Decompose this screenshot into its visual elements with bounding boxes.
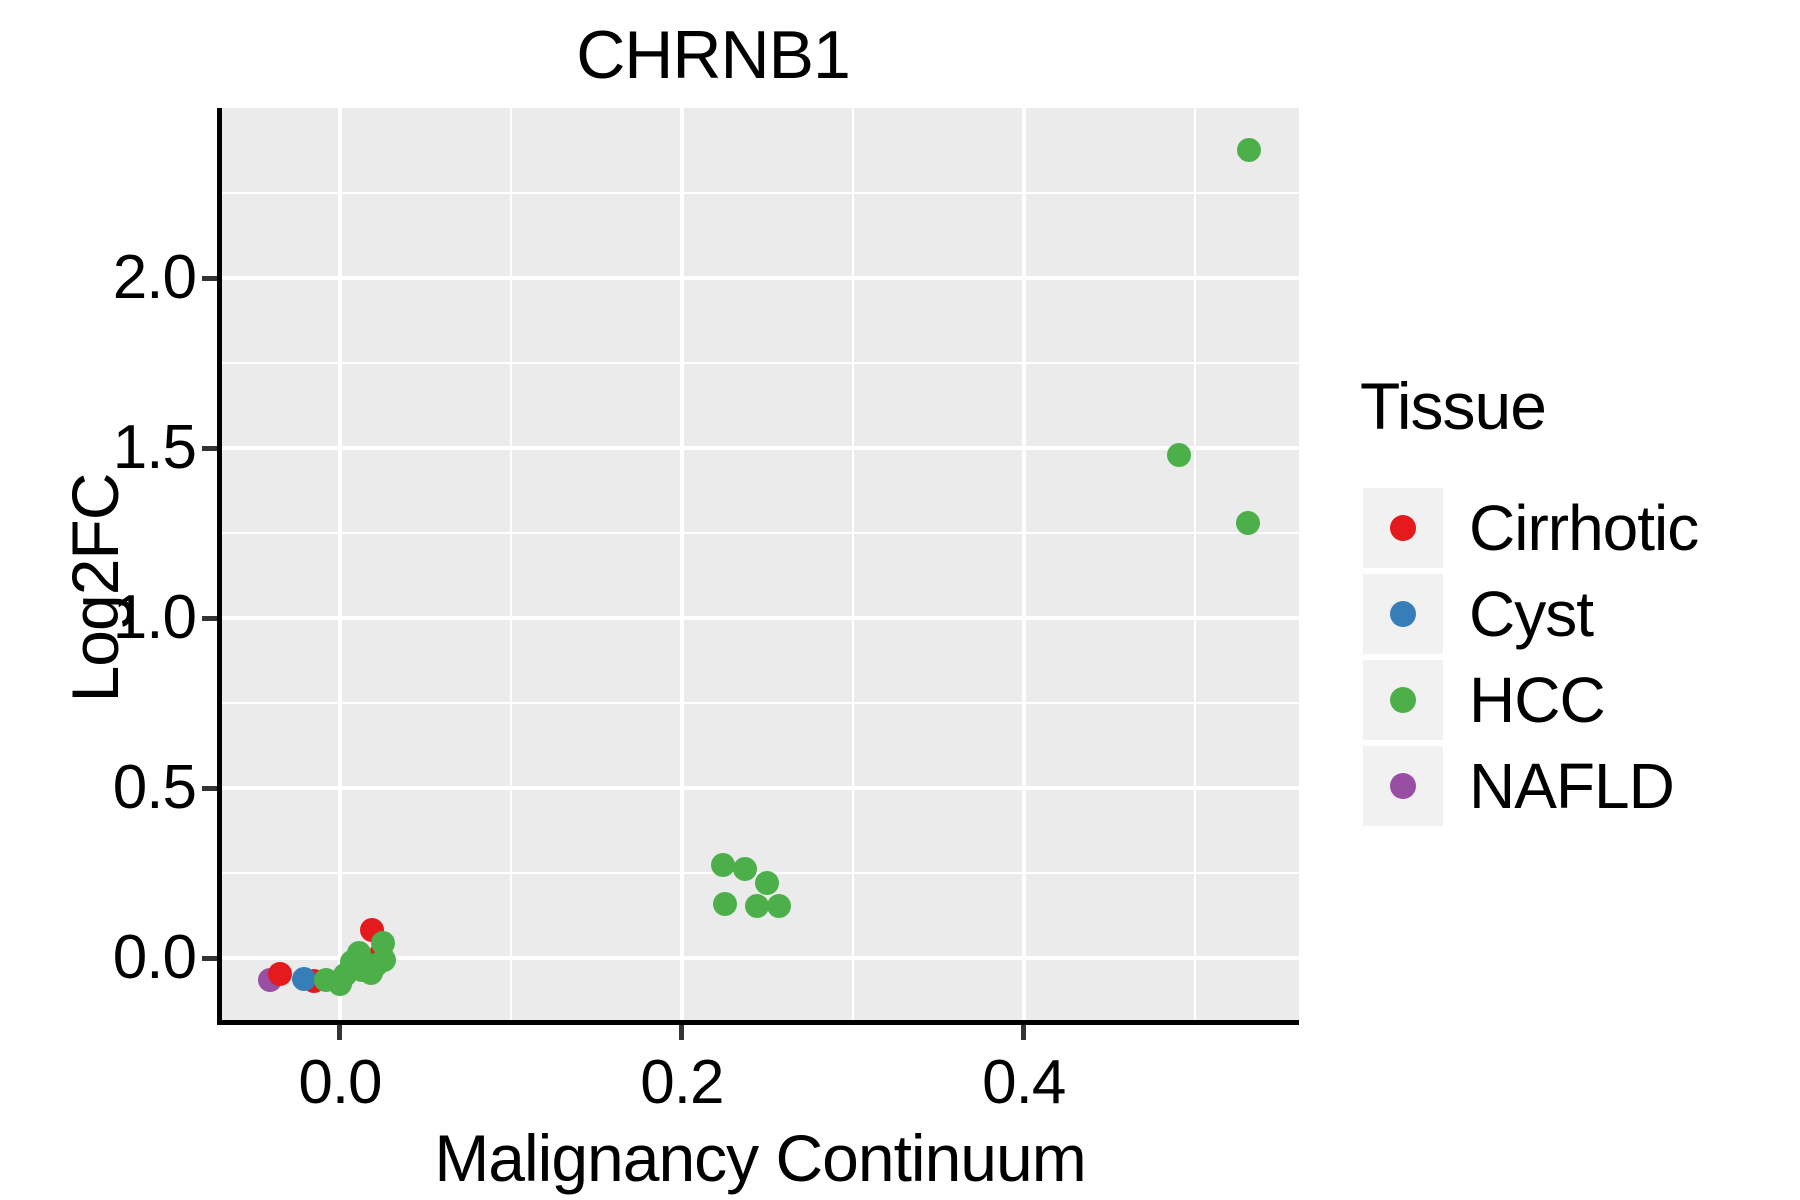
data-point-hcc: [710, 852, 735, 877]
x-tick-mark: [337, 1025, 343, 1040]
x-major-gridline: [337, 108, 342, 1020]
legend-dot-icon: [1390, 601, 1416, 627]
legend-label: Cirrhotic: [1469, 492, 1699, 564]
data-point-cirrhotic: [268, 962, 293, 987]
x-major-gridline: [1021, 108, 1026, 1020]
y-minor-gridline: [222, 702, 1299, 705]
plot-title: CHRNB1: [576, 17, 851, 93]
legend-dot-icon: [1390, 687, 1416, 713]
y-axis-title: Log2FC: [58, 473, 132, 703]
legend-key: [1363, 660, 1443, 740]
y-tick-mark: [202, 955, 217, 961]
y-tick-mark: [202, 615, 217, 621]
x-minor-gridline: [1193, 108, 1196, 1020]
legend-label: Cyst: [1469, 578, 1594, 650]
legend-item-nafld: NAFLD: [1363, 746, 1698, 826]
data-point-hcc: [745, 894, 770, 919]
legend-item-hcc: HCC: [1363, 660, 1698, 740]
x-minor-gridline: [851, 108, 854, 1020]
legend-items: Cirrhotic Cyst HCC NAFLD: [1363, 488, 1699, 832]
y-minor-gridline: [222, 362, 1299, 365]
legend-key: [1363, 488, 1443, 568]
legend-title: Tissue: [1360, 369, 1547, 443]
y-tick-label: 1.5: [112, 413, 197, 483]
y-major-gridline: [222, 276, 1299, 281]
x-axis-title: Malignancy Continuum: [434, 1121, 1086, 1195]
y-axis-line: [217, 108, 222, 1025]
x-tick-label: 0.2: [640, 1048, 724, 1117]
data-point-hcc: [1237, 138, 1262, 163]
x-tick-label: 0.4: [982, 1048, 1066, 1117]
data-point-hcc: [1167, 442, 1192, 467]
data-point-cyst: [292, 967, 317, 992]
legend-label: HCC: [1469, 664, 1606, 736]
y-tick-mark: [202, 785, 217, 791]
x-tick-mark: [679, 1025, 685, 1040]
y-tick-label: 2.0: [112, 243, 197, 313]
data-point-hcc: [1235, 510, 1260, 535]
y-tick-label: 0.5: [112, 753, 197, 823]
plot-panel: [222, 108, 1299, 1020]
x-major-gridline: [679, 108, 684, 1020]
y-major-gridline: [222, 446, 1299, 451]
legend: Tissue Cirrhotic Cyst HCC NAFLD: [1360, 368, 1699, 826]
data-point-hcc: [755, 871, 780, 896]
data-point-hcc: [712, 892, 737, 917]
y-tick-label: 1.0: [112, 583, 197, 653]
legend-key: [1363, 574, 1443, 654]
y-minor-gridline: [222, 532, 1299, 535]
x-axis-line: [217, 1020, 1299, 1025]
data-point-hcc: [370, 930, 395, 955]
y-tick-label: 0.0: [112, 923, 197, 993]
legend-dot-icon: [1390, 773, 1416, 799]
y-tick-mark: [202, 275, 217, 281]
legend-key: [1363, 746, 1443, 826]
legend-item-cirrhotic: Cirrhotic: [1363, 488, 1699, 568]
data-point-hcc: [767, 894, 792, 919]
y-major-gridline: [222, 956, 1299, 961]
legend-label: NAFLD: [1469, 750, 1675, 822]
legend-dot-icon: [1390, 515, 1416, 541]
data-point-hcc: [733, 857, 758, 882]
legend-item-cyst: Cyst: [1363, 574, 1698, 654]
x-tick-mark: [1021, 1025, 1027, 1040]
y-tick-mark: [202, 445, 217, 451]
x-tick-label: 0.0: [298, 1048, 382, 1117]
y-major-gridline: [222, 616, 1299, 621]
y-major-gridline: [222, 786, 1299, 791]
x-minor-gridline: [509, 108, 512, 1020]
y-minor-gridline: [222, 192, 1299, 194]
